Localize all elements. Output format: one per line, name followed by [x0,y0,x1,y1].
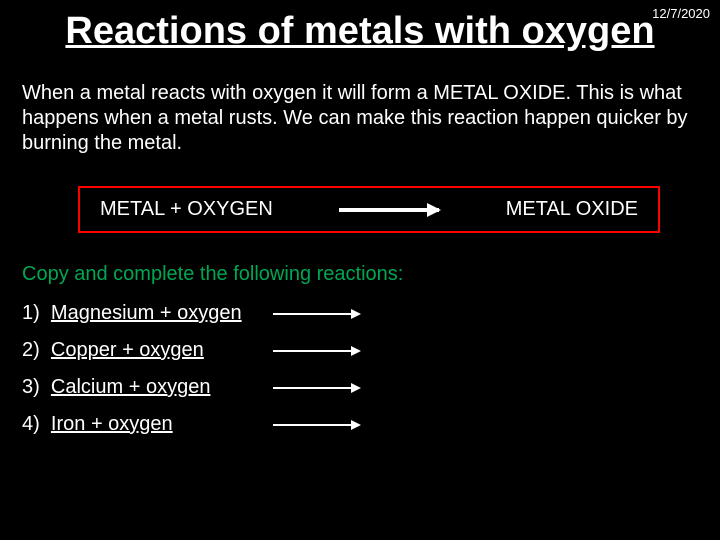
reaction-text: Copper + oxygen [51,339,261,362]
page-title: Reactions of metals with oxygen [0,0,720,53]
intro-paragraph: When a metal reacts with oxygen it will … [22,81,698,156]
reaction-number: 2) [22,339,40,362]
reactions-list: 1) Magnesium + oxygen 2) Copper + oxygen… [22,302,698,436]
reaction-number: 4) [22,413,40,436]
reaction-item: 1) Magnesium + oxygen [22,302,698,325]
equation-left: METAL + OXYGEN [100,198,273,221]
arrow-icon [339,207,439,213]
reaction-text: Iron + oxygen [51,413,261,436]
equation-right: METAL OXIDE [506,198,638,221]
arrow-icon [273,422,359,428]
reaction-text: Calcium + oxygen [51,376,261,399]
date-text: 12/7/2020 [652,6,710,21]
reaction-text: Magnesium + oxygen [51,302,261,325]
arrow-icon [273,385,359,391]
equation-box: METAL + OXYGEN METAL OXIDE [78,186,660,233]
reaction-number: 3) [22,376,40,399]
reaction-item: 4) Iron + oxygen [22,413,698,436]
arrow-icon [273,311,359,317]
reaction-number: 1) [22,302,40,325]
instruction-text: Copy and complete the following reaction… [22,263,698,286]
reaction-item: 2) Copper + oxygen [22,339,698,362]
arrow-icon [273,348,359,354]
reaction-item: 3) Calcium + oxygen [22,376,698,399]
